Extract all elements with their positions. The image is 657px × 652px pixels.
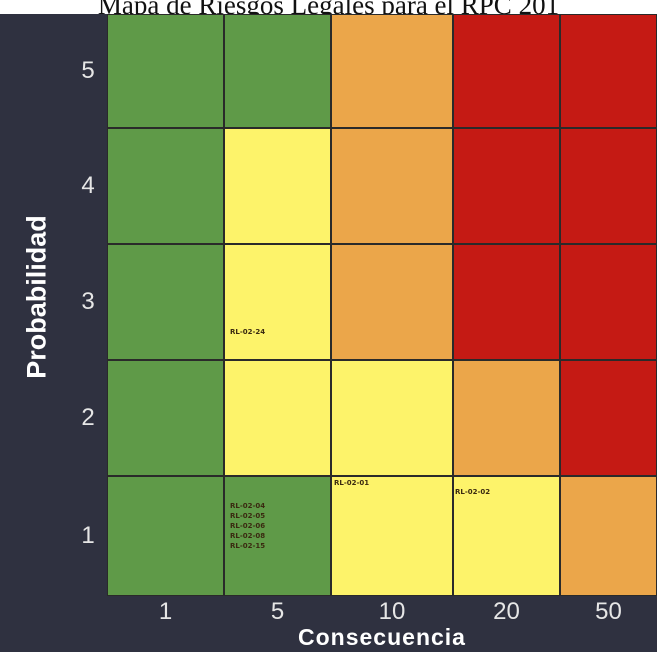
risk-label: RL-02-15 — [230, 542, 266, 550]
risk-label: RL-02-08 — [230, 532, 266, 540]
risk-cell-p4-c1 — [107, 128, 224, 244]
risk-cell-p2-c10 — [331, 360, 453, 476]
risk-cell-p3-c1 — [107, 244, 224, 360]
risk-cell-p3-c10 — [331, 244, 453, 360]
risk-cell-p2-c20 — [453, 360, 560, 476]
risk-cell-p5-c50 — [560, 14, 657, 128]
risk-label: RL-02-24 — [230, 328, 266, 336]
risk-label: RL-02-01 — [334, 479, 370, 487]
risk-label: RL-02-06 — [230, 522, 266, 530]
risk-cell-p4-c20 — [453, 128, 560, 244]
x-tick-label: 10 — [378, 598, 406, 625]
risk-label: RL-02-05 — [230, 512, 266, 520]
risk-cell-p3-c50 — [560, 244, 657, 360]
risk-cell-p1-c5 — [224, 476, 331, 596]
x-tick-label: 50 — [595, 598, 622, 625]
risk-cell-p5-c20 — [453, 14, 560, 128]
risk-cell-p5-c1 — [107, 14, 224, 128]
risk-label: RL-02-02 — [455, 488, 491, 496]
y-axis-label: Probabilidad — [21, 215, 52, 379]
x-tick-label: 1 — [158, 598, 173, 625]
risk-cell-p3-c20 — [453, 244, 560, 360]
risk-cell-p4-c50 — [560, 128, 657, 244]
risk-cell-p4-c10 — [331, 128, 453, 244]
risk-cell-p1-c1 — [107, 476, 224, 596]
risk-cell-p2-c5 — [224, 360, 331, 476]
risk-cell-p5-c10 — [331, 14, 453, 128]
x-tick-label: 5 — [270, 598, 285, 625]
risk-cell-p4-c5 — [224, 128, 331, 244]
risk-cell-p2-c1 — [107, 360, 224, 476]
risk-cell-p1-c20 — [453, 476, 560, 596]
risk-cell-p5-c5 — [224, 14, 331, 128]
risk-cell-p1-c10 — [331, 476, 453, 596]
y-tick-label: 1 — [81, 522, 95, 549]
risk-cell-p2-c50 — [560, 360, 657, 476]
x-tick-label: 20 — [493, 598, 520, 625]
risk-cell-p3-c5 — [224, 244, 331, 360]
risk-cell-p1-c50 — [560, 476, 657, 596]
risk-matrix-grid: RL-02-24 RL-02-04 RL-02-05 RL-02-06 RL-02-08… — [107, 14, 657, 596]
risk-label: RL-02-04 — [230, 502, 266, 510]
x-axis-label: Consecuencia — [298, 624, 466, 650]
y-tick-label: 5 — [81, 57, 95, 84]
y-tick-label: 4 — [81, 172, 95, 199]
y-tick-label: 3 — [81, 288, 95, 315]
y-tick-label: 2 — [81, 404, 95, 431]
